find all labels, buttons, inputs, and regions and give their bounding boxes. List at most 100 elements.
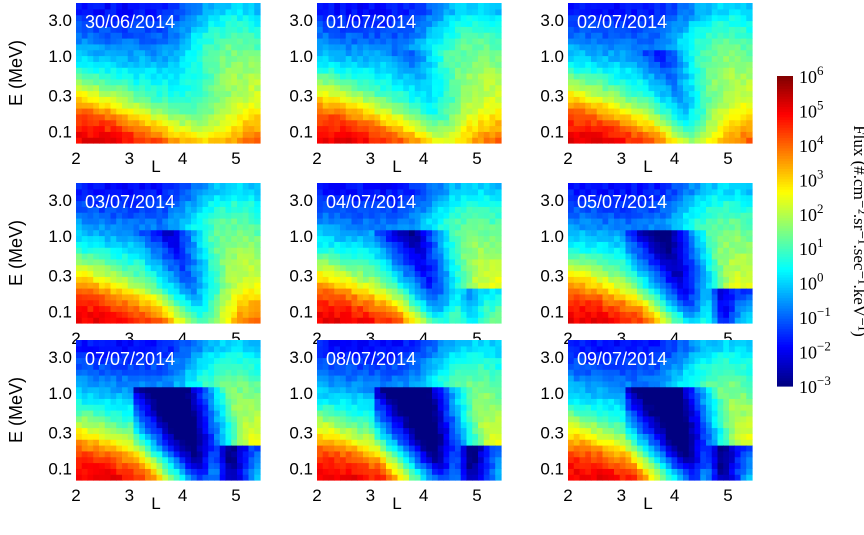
heatmap-cell <box>225 119 232 127</box>
heatmap-cell <box>717 78 724 86</box>
heatmap-cell <box>568 113 575 121</box>
heatmap-cell <box>602 43 609 51</box>
x-tick-label: 2 <box>312 329 321 348</box>
heatmap-cell <box>740 113 747 121</box>
heatmap-cell <box>99 474 106 481</box>
heatmap-cell <box>173 317 181 324</box>
heatmap-cell <box>202 253 209 260</box>
heatmap-cell <box>740 131 747 138</box>
heatmap-cell <box>414 32 422 39</box>
heatmap-cell <box>357 223 364 231</box>
heatmap-cell <box>723 26 730 33</box>
heatmap-cell <box>397 229 404 237</box>
heatmap-cell <box>711 188 719 196</box>
heatmap-cell <box>99 119 106 127</box>
heatmap-cell <box>173 96 181 103</box>
heatmap-cell <box>368 218 376 225</box>
heatmap-cell <box>248 317 255 324</box>
heatmap-cell <box>677 247 684 254</box>
heatmap-cell <box>596 78 604 86</box>
heatmap-cell <box>81 218 89 225</box>
heatmap-cell <box>723 55 730 62</box>
heatmap-cell <box>322 293 330 301</box>
heatmap-cell <box>237 194 244 202</box>
heatmap-cell <box>573 55 581 62</box>
heatmap-cell <box>231 119 238 127</box>
heatmap-cell <box>746 206 753 213</box>
heatmap-cell <box>242 84 250 92</box>
heatmap-cell <box>489 276 496 283</box>
heatmap-cell <box>648 223 655 231</box>
heatmap-cell <box>110 433 117 440</box>
heatmap-cell <box>483 102 491 109</box>
heatmap-cell <box>127 26 135 33</box>
heatmap-cell <box>110 212 117 219</box>
heatmap-cell <box>231 8 238 16</box>
heatmap-cell <box>437 119 445 127</box>
heatmap-cell <box>386 293 393 301</box>
heatmap-cell <box>403 212 410 219</box>
heatmap-cell <box>660 276 667 283</box>
heatmap-cell <box>443 311 450 318</box>
heatmap-cell <box>248 247 255 254</box>
heatmap-cell <box>472 84 479 92</box>
heatmap-cell <box>322 206 330 213</box>
heatmap-cell <box>156 84 163 92</box>
heatmap-cell <box>122 468 129 475</box>
heatmap-cell <box>602 73 609 80</box>
heatmap-cell <box>734 43 742 51</box>
heatmap-cell <box>76 55 83 62</box>
heatmap-cell <box>671 305 678 312</box>
heatmap-cell <box>734 293 742 301</box>
heatmap-cell <box>374 276 381 283</box>
heatmap-cell <box>99 351 106 359</box>
heatmap-cell <box>608 270 615 277</box>
heatmap-cell <box>420 253 427 260</box>
heatmap-cell <box>110 49 117 57</box>
heatmap-cell <box>127 380 135 388</box>
heatmap-cell <box>242 229 250 237</box>
heatmap-cell <box>93 113 100 121</box>
heatmap-cell <box>196 299 204 307</box>
heatmap-cell <box>162 90 169 97</box>
heatmap-cell <box>443 188 450 196</box>
heatmap-cell <box>317 32 324 39</box>
heatmap-cell <box>334 188 341 196</box>
x-tick-label: 5 <box>472 149 481 168</box>
heatmap-cell <box>437 293 445 301</box>
heatmap-cell <box>191 206 198 213</box>
heatmap-cell <box>374 223 381 231</box>
heatmap-cell <box>225 206 232 213</box>
heatmap-cell <box>579 8 586 16</box>
heatmap-cell <box>573 14 581 22</box>
heatmap-cell <box>694 96 701 103</box>
heatmap-cell <box>322 276 330 283</box>
heatmap-cell <box>127 96 135 103</box>
heatmap-cell <box>472 183 479 190</box>
heatmap-cell <box>351 288 358 295</box>
heatmap-cell <box>614 84 621 92</box>
heatmap-cell <box>248 113 255 121</box>
heatmap-cell <box>133 20 140 27</box>
heatmap-cell <box>214 108 221 115</box>
heatmap-cell <box>671 270 678 277</box>
heatmap-cell <box>242 247 250 254</box>
heatmap-cell <box>608 55 615 62</box>
heatmap-cell <box>706 67 713 74</box>
heatmap-cell <box>145 188 152 196</box>
heatmap-cell <box>449 241 456 248</box>
heatmap-cell <box>81 398 89 405</box>
heatmap-cell <box>345 119 353 127</box>
heatmap-cell <box>671 38 678 45</box>
heatmap-cell <box>179 264 186 272</box>
heatmap-cell <box>614 125 621 132</box>
heatmap-cell <box>162 78 169 86</box>
heatmap-cell <box>208 188 215 196</box>
heatmap-cell <box>579 119 586 127</box>
heatmap-cell <box>162 67 169 74</box>
heatmap-cell <box>740 90 747 97</box>
heatmap-cell <box>414 282 422 289</box>
heatmap-cell <box>116 67 123 74</box>
heatmap-cell <box>397 90 404 97</box>
